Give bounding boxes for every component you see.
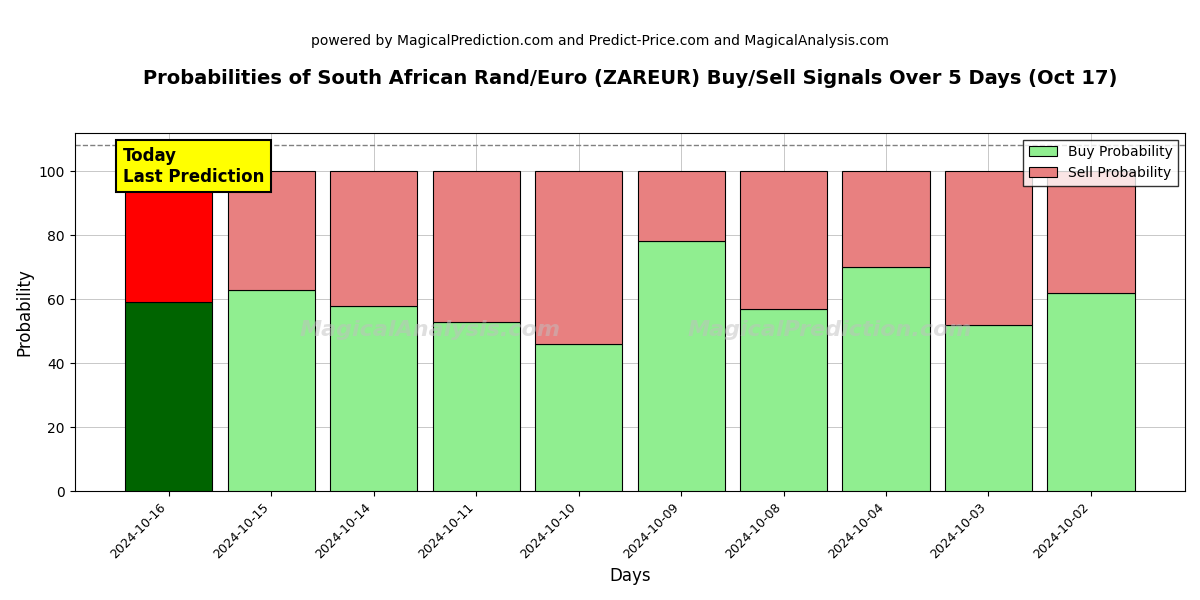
Bar bbox=[1048, 293, 1134, 491]
Bar bbox=[740, 171, 827, 309]
Y-axis label: Probability: Probability bbox=[16, 268, 34, 356]
Bar bbox=[637, 171, 725, 241]
Text: powered by MagicalPrediction.com and Predict-Price.com and MagicalAnalysis.com: powered by MagicalPrediction.com and Pre… bbox=[311, 34, 889, 48]
Bar bbox=[432, 171, 520, 322]
Title: Probabilities of South African Rand/Euro (ZAREUR) Buy/Sell Signals Over 5 Days (: Probabilities of South African Rand/Euro… bbox=[143, 69, 1117, 88]
Bar bbox=[944, 325, 1032, 491]
Bar bbox=[637, 241, 725, 491]
Bar bbox=[535, 171, 622, 344]
Bar bbox=[125, 302, 212, 491]
Text: MagicalAnalysis.com: MagicalAnalysis.com bbox=[300, 320, 560, 340]
Text: MagicalPrediction.com: MagicalPrediction.com bbox=[688, 320, 972, 340]
Bar bbox=[842, 171, 930, 267]
Legend: Buy Probability, Sell Probability: Buy Probability, Sell Probability bbox=[1024, 140, 1178, 185]
Bar bbox=[1048, 171, 1134, 293]
X-axis label: Days: Days bbox=[610, 567, 650, 585]
Bar bbox=[944, 171, 1032, 325]
Bar bbox=[535, 344, 622, 491]
Text: Today
Last Prediction: Today Last Prediction bbox=[122, 147, 264, 186]
Bar bbox=[432, 322, 520, 491]
Bar bbox=[330, 305, 418, 491]
Bar bbox=[125, 171, 212, 302]
Bar bbox=[740, 309, 827, 491]
Bar bbox=[330, 171, 418, 305]
Bar bbox=[842, 267, 930, 491]
Bar bbox=[228, 290, 314, 491]
Bar bbox=[228, 171, 314, 290]
